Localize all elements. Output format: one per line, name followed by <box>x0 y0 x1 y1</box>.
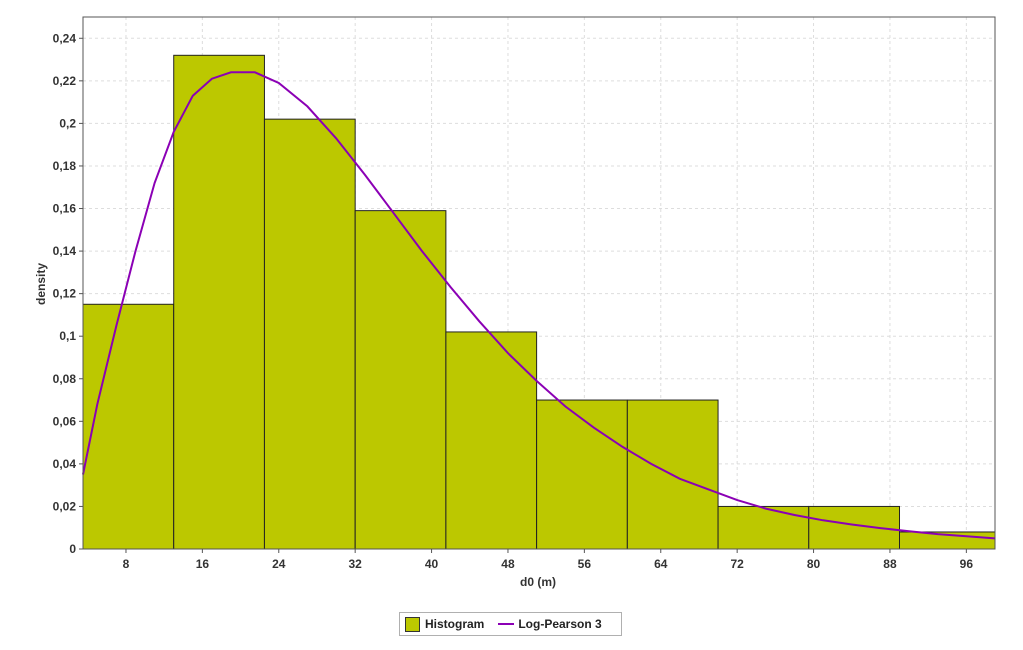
x-axis-title: d0 (m) <box>520 575 556 589</box>
histogram-bar <box>717 505 810 550</box>
y-axis-ticks: 0 0,02 0,04 0,06 0,08 0,1 0,12 0,14 0,16 0,18 0,2 0… <box>53 31 83 556</box>
x-tick-label: 56 <box>578 557 592 571</box>
histogram-bar <box>173 54 265 550</box>
y-tick-label: 0,12 <box>53 287 77 301</box>
x-tick-label: 72 <box>730 557 744 571</box>
histogram-bar <box>263 118 356 550</box>
log-pearson-curve <box>82 71 996 540</box>
y-axis-title: density <box>34 263 48 305</box>
histogram-bars <box>82 54 996 550</box>
x-tick-label: 80 <box>807 557 821 571</box>
y-tick-label: 0,04 <box>53 457 77 471</box>
legend-label-histogram: Histogram <box>425 617 485 631</box>
y-tick-label: 0 <box>69 542 76 556</box>
legend: Histogram Log-Pearson 3 <box>399 612 622 636</box>
legend-item-log-pearson: Log-Pearson 3 <box>484 617 602 631</box>
y-tick-label: 0,24 <box>53 31 77 45</box>
x-tick-label: 8 <box>123 557 130 571</box>
x-tick-label: 64 <box>654 557 668 571</box>
histogram-bar <box>445 331 538 550</box>
y-tick-label: 0,1 <box>59 329 76 343</box>
histogram-swatch <box>405 616 420 632</box>
histogram-bar <box>354 210 447 550</box>
y-tick-label: 0,16 <box>53 202 77 216</box>
y-tick-label: 0,14 <box>53 244 77 258</box>
legend-item-histogram: Histogram <box>400 616 485 632</box>
plot-border <box>82 16 996 550</box>
histogram-bar <box>536 399 628 550</box>
y-tick-label: 0,08 <box>53 372 77 386</box>
x-tick-label: 24 <box>272 557 286 571</box>
log-pearson-swatch <box>498 623 515 625</box>
y-tick-label: 0,06 <box>53 414 77 428</box>
x-tick-label: 32 <box>348 557 362 571</box>
chart: 8 16 24 32 40 48 56 64 72 80 88 96 0 0,02 0,04 0,06 0,0… <box>34 16 996 589</box>
x-tick-label: 40 <box>425 557 439 571</box>
y-tick-label: 0,02 <box>53 499 77 513</box>
y-tick-label: 0,22 <box>53 74 77 88</box>
x-tick-label: 48 <box>501 557 515 571</box>
y-tick-label: 0,18 <box>53 159 77 173</box>
x-tick-label: 96 <box>960 557 974 571</box>
x-tick-label: 16 <box>196 557 210 571</box>
histogram-bar <box>82 303 175 550</box>
x-tick-label: 88 <box>883 557 897 571</box>
y-tick-label: 0,2 <box>59 116 76 130</box>
x-axis-ticks: 8 16 24 32 40 48 56 64 72 80 88 96 <box>123 549 974 571</box>
legend-label-log-pearson: Log-Pearson 3 <box>518 617 602 631</box>
